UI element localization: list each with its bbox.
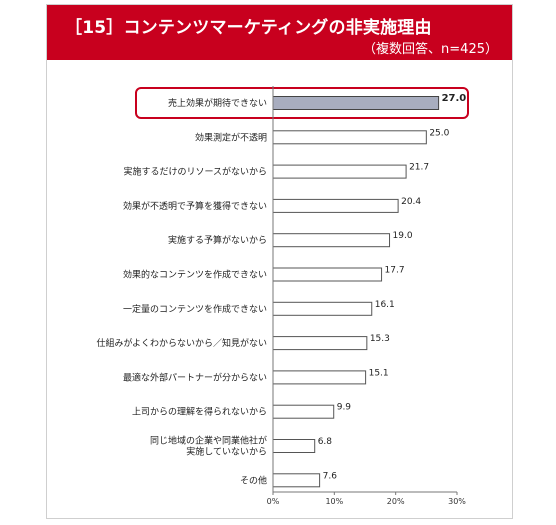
bar-7: [272, 336, 368, 351]
title-banner: ［15］コンテンツマーケティングの非実施理由 （複数回答、n=425）: [47, 5, 512, 60]
bar-9: [272, 404, 335, 419]
category-label-10-line-0: 同じ地域の企業や同業他社が: [150, 435, 267, 447]
bar-3: [272, 198, 399, 213]
value-label-7: 15.3: [370, 334, 390, 344]
category-label-7: 仕組みがよくわからないから／知見がない: [96, 337, 267, 349]
category-label-11: その他: [240, 474, 267, 486]
bar-4: [272, 233, 391, 248]
x-tick-label-3: 30%: [448, 497, 466, 506]
value-label-2: 21.7: [409, 163, 429, 173]
bar-11: [272, 473, 321, 488]
value-label-8: 15.1: [369, 368, 389, 378]
x-tick-label-2: 20%: [387, 497, 405, 506]
bar-0: [272, 96, 440, 110]
category-label-10-line-1: 実施していないから: [186, 446, 267, 458]
bar-6: [272, 301, 373, 316]
category-label-6: 一定量のコンテンツを作成できない: [123, 303, 267, 315]
category-label-2: 実施するだけのリソースがないから: [123, 166, 267, 178]
value-label-0: 27.0: [442, 93, 467, 104]
value-label-10: 6.8: [318, 437, 333, 447]
highlight-outline: [135, 87, 469, 119]
category-label-4: 実施する予算がないから: [168, 234, 267, 246]
category-label-0: 売上効果が期待できない: [168, 97, 267, 109]
value-label-11: 7.6: [323, 471, 338, 481]
value-label-1: 25.0: [429, 128, 449, 138]
value-label-5: 17.7: [385, 266, 405, 276]
bar-2: [272, 164, 407, 179]
category-label-1: 効果測定が不透明: [195, 131, 267, 143]
chart-frame: [46, 4, 513, 519]
chart-title: ［15］コンテンツマーケティングの非実施理由: [65, 18, 432, 38]
category-label-8: 最適な外部パートナーが分からない: [123, 371, 267, 383]
x-tick-label-1: 10%: [325, 497, 343, 506]
value-label-4: 19.0: [393, 231, 413, 241]
bar-10: [272, 439, 316, 453]
bar-5: [272, 267, 383, 282]
value-label-9: 9.9: [337, 403, 352, 413]
category-label-5: 効果的なコンテンツを作成できない: [123, 269, 267, 281]
bar-1: [272, 130, 427, 145]
x-tick-label-0: 0%: [267, 497, 280, 506]
category-label-3: 効果が不透明で予算を獲得できない: [123, 200, 267, 212]
value-label-3: 20.4: [401, 197, 421, 207]
chart-subtitle: （複数回答、n=425）: [363, 42, 498, 57]
bar-8: [272, 370, 367, 385]
category-label-9: 上司からの理解を得られないから: [132, 406, 267, 418]
value-label-6: 16.1: [375, 300, 395, 310]
